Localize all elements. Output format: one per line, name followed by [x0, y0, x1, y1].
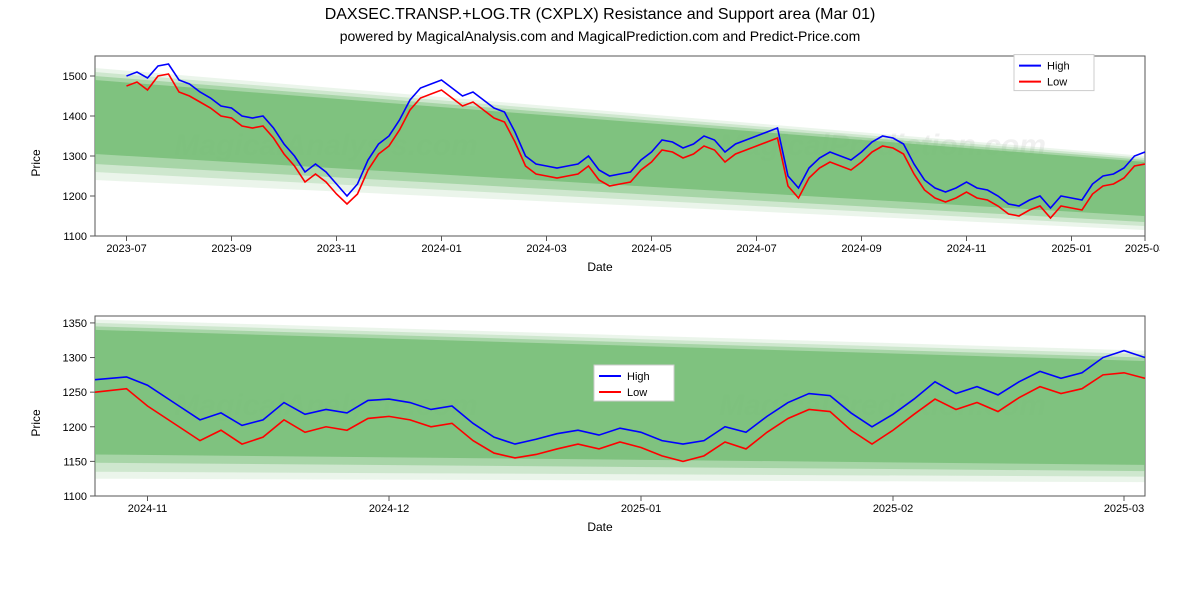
svg-text:2025-01: 2025-01	[621, 503, 661, 515]
svg-text:2024-09: 2024-09	[841, 243, 881, 255]
svg-text:2023-09: 2023-09	[211, 243, 251, 255]
svg-text:2025-01: 2025-01	[1051, 243, 1091, 255]
svg-text:1200: 1200	[63, 191, 87, 203]
svg-text:2024-03: 2024-03	[526, 243, 566, 255]
svg-text:1300: 1300	[63, 353, 87, 365]
svg-text:1500: 1500	[63, 71, 87, 83]
chart-subtitle: powered by MagicalAnalysis.com and Magic…	[0, 24, 1200, 48]
svg-text:1200: 1200	[63, 422, 87, 434]
svg-text:1250: 1250	[63, 387, 87, 399]
svg-text:2024-11: 2024-11	[128, 503, 168, 515]
svg-text:2024-01: 2024-01	[421, 243, 461, 255]
svg-text:2024-11: 2024-11	[947, 243, 987, 255]
svg-text:2024-05: 2024-05	[631, 243, 671, 255]
chart-title: DAXSEC.TRANSP.+LOG.TR (CXPLX) Resistance…	[0, 0, 1200, 24]
svg-text:High: High	[1047, 61, 1070, 73]
svg-text:1300: 1300	[63, 151, 87, 163]
svg-text:2025-02: 2025-02	[873, 503, 913, 515]
svg-text:2024-07: 2024-07	[736, 243, 776, 255]
svg-text:2024-12: 2024-12	[369, 503, 409, 515]
svg-text:2023-07: 2023-07	[106, 243, 146, 255]
svg-text:Low: Low	[1047, 77, 1067, 89]
bottom-chart: Price MagicalAnalysis.comMagicalPredicti…	[40, 308, 1160, 538]
bottom-ylabel: Price	[29, 409, 43, 436]
svg-text:2025-03: 2025-03	[1125, 243, 1160, 255]
svg-text:Low: Low	[627, 387, 647, 399]
svg-text:1150: 1150	[63, 456, 87, 468]
svg-text:1350: 1350	[63, 318, 87, 330]
svg-text:2025-03: 2025-03	[1104, 503, 1144, 515]
top-chart: Price MagicalAnalysis.comMagicalPredicti…	[40, 48, 1160, 278]
bottom-xlabel: Date	[40, 520, 1160, 534]
svg-text:1100: 1100	[63, 491, 87, 503]
svg-text:2023-11: 2023-11	[317, 243, 357, 255]
svg-text:1100: 1100	[63, 231, 87, 243]
svg-text:High: High	[627, 371, 650, 383]
svg-text:1400: 1400	[63, 111, 87, 123]
top-xlabel: Date	[40, 260, 1160, 274]
top-ylabel: Price	[29, 149, 43, 176]
